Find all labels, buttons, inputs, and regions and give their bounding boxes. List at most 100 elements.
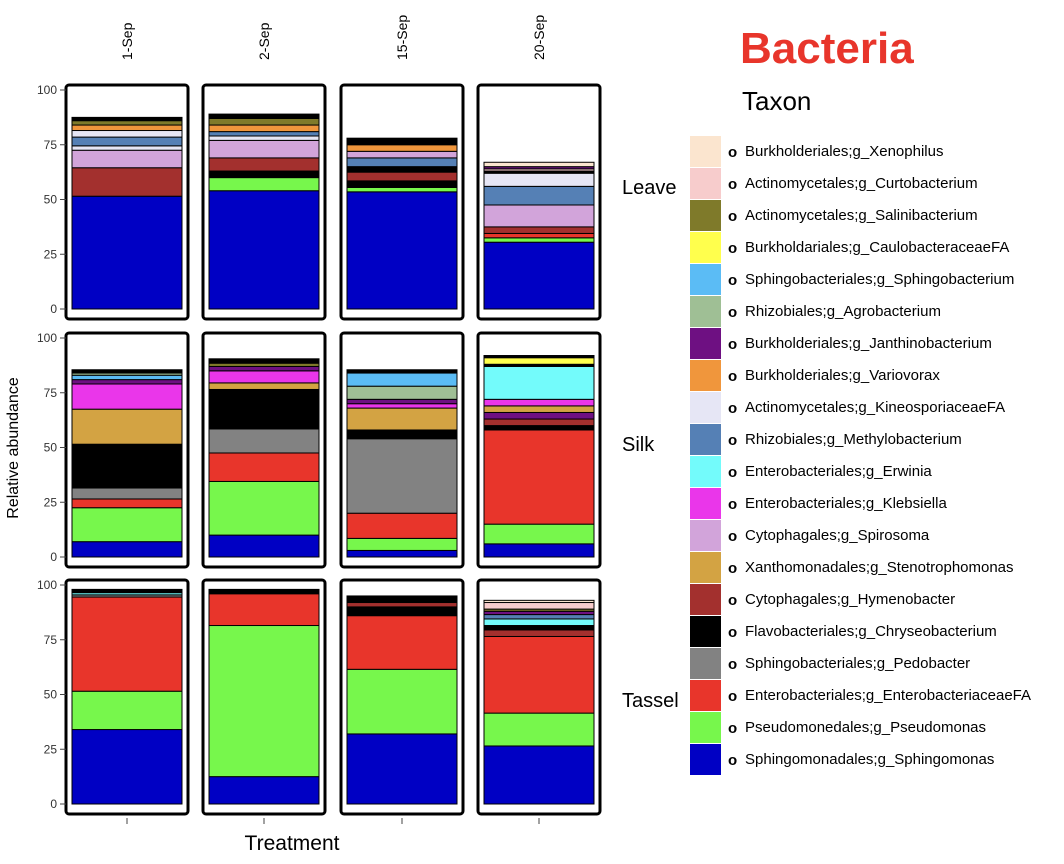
legend-bullet: o [728, 752, 738, 769]
bar-segment [208, 177, 320, 192]
facet-label-tassel: Tassel [622, 690, 679, 712]
bar-segment [483, 635, 595, 714]
y-tick-label: 0 [50, 797, 57, 811]
bar-segment [483, 241, 595, 310]
legend-item: o Actinomycetales;g_KineosporiaceaeFA [690, 392, 1060, 424]
legend-item: o Actinomycetales;g_Salinibacterium [690, 200, 1060, 232]
y-tick-label: 50 [44, 193, 58, 207]
legend-swatch [690, 488, 721, 519]
legend-bullet: o [728, 272, 738, 289]
bar-segment [483, 398, 595, 407]
legend-swatch [690, 744, 721, 775]
legend-label: Flavobacteriales;g_Chryseobacterium [745, 623, 997, 640]
legend-item: o Sphingomonadales;g_Sphingomonas [690, 744, 1060, 776]
bar-segment [71, 443, 183, 489]
bar-segment [346, 549, 458, 558]
legend-label: Sphingobacteriales;g_Sphingobacterium [745, 271, 1015, 288]
bar-segment [208, 370, 320, 384]
legend-item: o Flavobacteriales;g_Chryseobacterium [690, 616, 1060, 648]
legend-swatch [690, 424, 721, 455]
bar-segment [483, 226, 595, 234]
legend-label: Burkholderiales;g_Variovorax [745, 367, 940, 384]
bar-segment [346, 595, 458, 604]
legend-item: o Rhizobiales;g_Agrobacterium [690, 296, 1060, 328]
bar-segment [208, 428, 320, 454]
bar-segment [208, 131, 320, 137]
legend: o Burkholderiales;g_Xenophilus o Actinomyce… [690, 136, 1060, 776]
bar-segment [71, 136, 183, 147]
facet-label-silk: Silk [622, 434, 655, 456]
legend-swatch [690, 200, 721, 231]
bar-segment [71, 374, 183, 381]
legend-bullet: o [728, 336, 738, 353]
bar-segment [483, 405, 595, 413]
legend-label: Cytophagales;g_Spirosoma [745, 527, 930, 544]
bar-segment [346, 385, 458, 400]
legend-label: Xanthomonadales;g_Stenotrophomonas [745, 559, 1014, 576]
legend-bullet: o [728, 656, 738, 673]
bar-segment [483, 355, 595, 359]
legend-item: o Pseudomonedales;g_Pseudomonas [690, 712, 1060, 744]
bar-segment [346, 429, 458, 440]
bar-segment [483, 625, 595, 631]
bar-segment [208, 365, 320, 372]
bar-segment [483, 712, 595, 747]
bar-segment [346, 733, 458, 805]
bar-segment [71, 120, 183, 126]
legend-label: Cytophagales;g_Hymenobacter [745, 591, 956, 608]
bar-segment [483, 185, 595, 206]
bar-segment [346, 602, 458, 608]
bar-segment [346, 403, 458, 409]
bar-segment [208, 139, 320, 159]
y-tick-label: 75 [44, 138, 58, 152]
bar-segment [71, 408, 183, 445]
bar-segment [71, 149, 183, 169]
legend-label: Rhizobiales;g_Methylobacterium [745, 431, 962, 448]
bar-segment [483, 365, 595, 400]
legend-swatch [690, 584, 721, 615]
bar-segment [346, 372, 458, 387]
bar-segment [71, 116, 183, 122]
legend-bullet: o [728, 432, 738, 449]
legend-bullet: o [728, 624, 738, 641]
legend-bullet: o [728, 208, 738, 225]
bar-segment [208, 382, 320, 390]
bar-segment [208, 534, 320, 558]
legend-bullet: o [728, 592, 738, 609]
bar-segment [208, 452, 320, 482]
y-tick-label: 25 [44, 742, 58, 756]
legend-swatch [690, 520, 721, 551]
legend-label: Pseudomonedales;g_Pseudomonas [745, 719, 987, 736]
legend-bullet: o [728, 496, 738, 513]
bar-segment [346, 668, 458, 735]
bar-segment [71, 729, 183, 805]
y-tick-label: 50 [44, 688, 58, 702]
bar-segment [71, 369, 183, 374]
bar-segment [483, 357, 595, 365]
legend-item: o Burkholderiales;g_Xenophilus [690, 136, 1060, 168]
bar-segment [71, 507, 183, 543]
bar-segment [483, 745, 595, 805]
legend-label: Enterobacteriales;g_EnterobacteriaceaeFA [745, 687, 1032, 704]
y-tick-label: 25 [44, 495, 58, 509]
legend-label: Sphingomonadales;g_Sphingomonas [745, 751, 995, 768]
bar-segment [71, 195, 183, 310]
legend-swatch [690, 456, 721, 487]
bar-segment [208, 157, 320, 172]
legend-swatch [690, 552, 721, 583]
bar-segment [208, 388, 320, 430]
bar-segment [346, 171, 458, 182]
legend-item: o Burkholderiales;g_Variovorax [690, 360, 1060, 392]
y-tick-label: 0 [50, 550, 57, 564]
bar-segment [71, 541, 183, 558]
legend-label: Actinomycetales;g_KineosporiaceaeFA [745, 399, 1006, 416]
bar-segment [346, 137, 458, 146]
x-axis-title: Treatment [244, 832, 340, 855]
y-tick-label: 75 [44, 633, 58, 647]
column-label: 15-Sep [394, 15, 410, 60]
bar-segment [483, 543, 595, 558]
bar-segment [208, 190, 320, 310]
legend-label: Sphingobacteriales;g_Pedobacter [745, 655, 971, 672]
